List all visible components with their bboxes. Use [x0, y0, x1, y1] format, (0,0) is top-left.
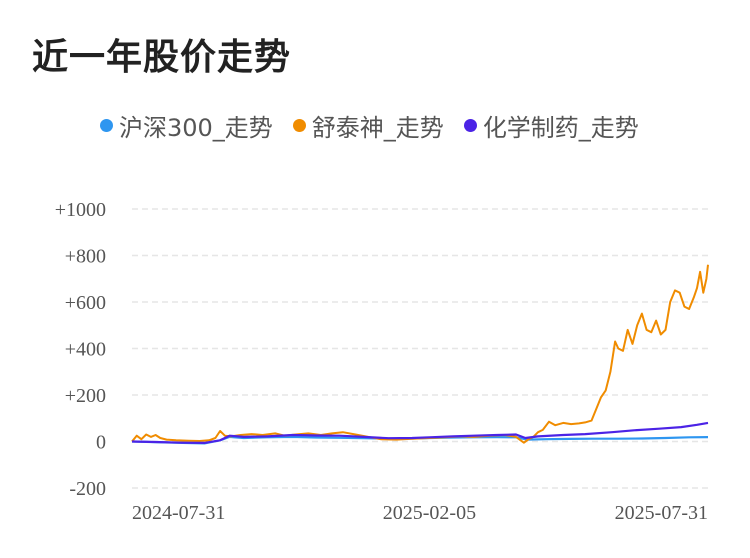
x-tick-label: 2025-02-05 [383, 502, 476, 524]
series-layer [131, 264, 709, 445]
legend-marker-hs300 [100, 119, 113, 132]
x-tick-label: 2025-07-31 [615, 502, 708, 524]
legend-label-shutaishen: 舒泰神_走势 [311, 114, 444, 142]
y-tick-label: 0 [96, 432, 106, 454]
legend-item-hs300[interactable]: 沪深300_走势 [100, 108, 273, 143]
legend-marker-shutaishen [292, 119, 306, 132]
x-tick-label: 2024-07-31 [132, 502, 225, 524]
series-line-shutaishen [131, 264, 709, 444]
y-tick-label: +1000 [55, 199, 106, 221]
tick-layer: +1000 +800 +600 +400 +200 0 -200 2024-07-31 2025… [55, 199, 708, 524]
legend-marker-chem-pharma [463, 119, 477, 132]
y-tick-label: +200 [65, 385, 106, 407]
chart-title: 近一年股价走势 [32, 37, 292, 78]
legend-label-hs300: 沪深300_走势 [119, 114, 273, 142]
grid-layer [132, 208, 708, 489]
chart-legend: 沪深300_走势 舒泰神_走势 化学制药_走势 [100, 108, 659, 143]
y-tick-label: +600 [65, 292, 106, 314]
y-tick-label: +400 [65, 339, 106, 361]
series-line-chem-pharma [131, 421, 709, 444]
y-tick-label: +800 [65, 246, 106, 268]
y-tick-label: -200 [69, 478, 106, 500]
legend-item-chem-pharma[interactable]: 化学制药_走势 [463, 108, 639, 143]
legend-label-chem-pharma: 化学制药_走势 [482, 114, 639, 142]
legend-item-shutaishen[interactable]: 舒泰神_走势 [292, 108, 444, 143]
